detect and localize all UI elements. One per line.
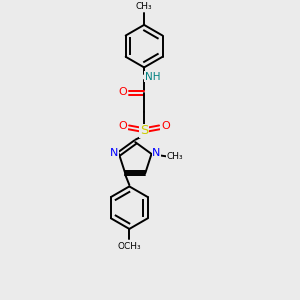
Text: OCH₃: OCH₃ <box>118 242 141 250</box>
Text: CH₃: CH₃ <box>136 2 152 11</box>
Text: NH: NH <box>145 72 160 82</box>
Text: N: N <box>152 148 161 158</box>
Text: O: O <box>118 121 127 130</box>
Text: S: S <box>140 124 148 137</box>
Text: CH₃: CH₃ <box>167 152 184 161</box>
Text: O: O <box>118 87 127 97</box>
Text: N: N <box>110 148 118 158</box>
Text: O: O <box>161 121 170 130</box>
